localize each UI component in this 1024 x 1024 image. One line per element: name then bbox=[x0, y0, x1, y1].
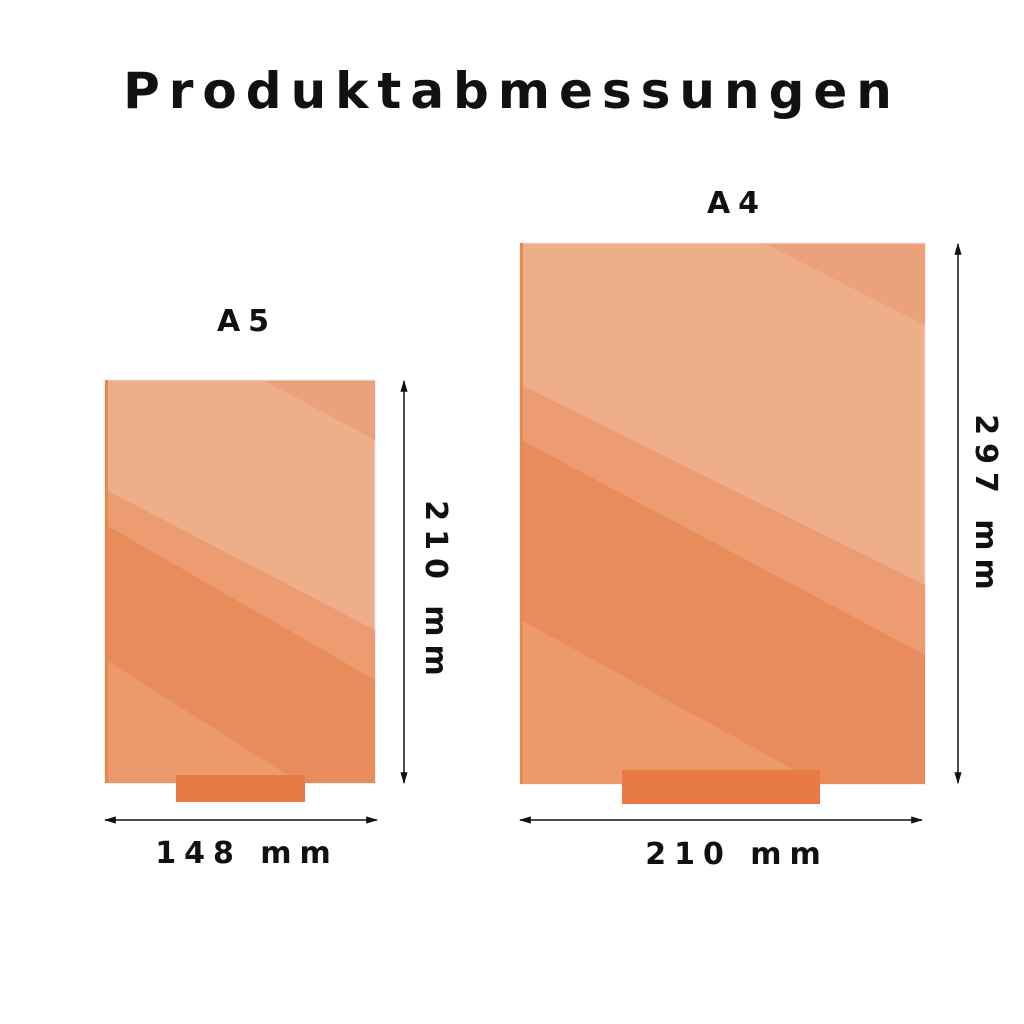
a4-acrylic-panel bbox=[519, 242, 926, 785]
a4-size-label: A4 bbox=[706, 186, 768, 221]
a5-acrylic-panel bbox=[104, 379, 376, 784]
a4-width-label: 210 mm bbox=[645, 837, 829, 872]
a5-height-label: 210 mm bbox=[418, 500, 453, 684]
page-title: Produktabmessungen bbox=[123, 62, 901, 120]
a5-size-label: A5 bbox=[216, 304, 278, 339]
a5-width-label: 148 mm bbox=[155, 836, 339, 871]
a4-height-label: 297 mm bbox=[968, 414, 1003, 598]
a5-stand bbox=[176, 775, 305, 802]
a4-stand bbox=[622, 770, 820, 804]
